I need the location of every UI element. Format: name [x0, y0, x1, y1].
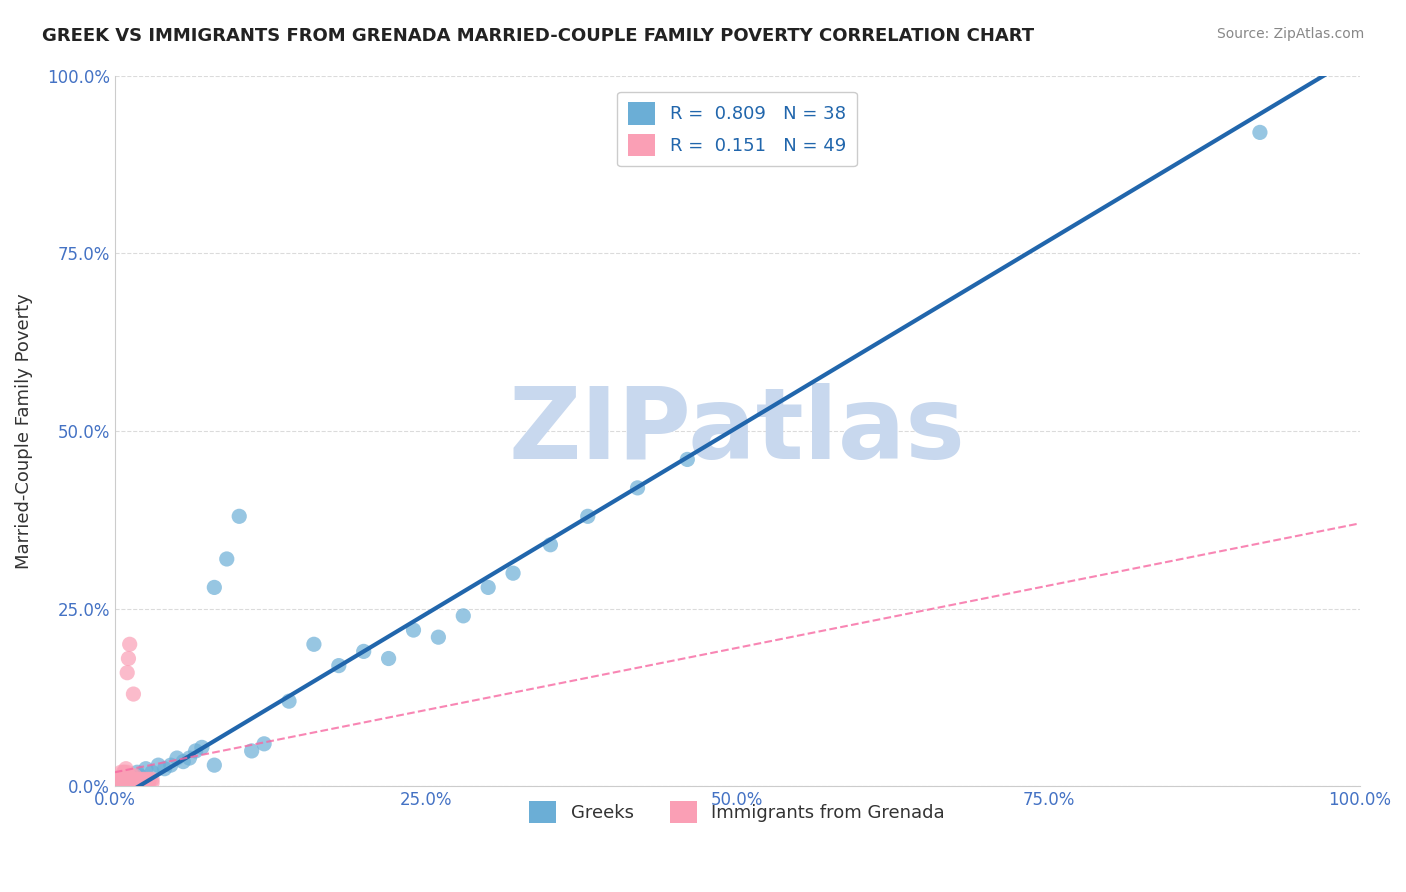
Immigrants from Grenada	[124, 769, 146, 783]
Greeks	[110, 776, 132, 790]
Immigrants from Grenada	[114, 776, 136, 790]
Greeks	[135, 762, 157, 776]
Greeks	[215, 552, 238, 566]
Greeks	[228, 509, 250, 524]
Immigrants from Grenada	[124, 776, 146, 790]
Immigrants from Grenada	[129, 776, 152, 790]
Immigrants from Grenada	[115, 769, 138, 783]
Immigrants from Grenada	[111, 769, 134, 783]
Greeks	[1249, 125, 1271, 139]
Immigrants from Grenada	[136, 772, 159, 787]
Legend: Greeks, Immigrants from Grenada: Greeks, Immigrants from Grenada	[519, 790, 956, 834]
Greeks	[202, 758, 225, 772]
Immigrants from Grenada	[138, 776, 160, 790]
Immigrants from Grenada	[135, 776, 157, 790]
Immigrants from Grenada	[131, 772, 153, 787]
Immigrants from Grenada	[112, 765, 135, 780]
Greeks	[538, 538, 561, 552]
Immigrants from Grenada	[127, 772, 149, 787]
Greeks	[402, 623, 425, 637]
Greeks	[166, 751, 188, 765]
Immigrants from Grenada	[120, 776, 142, 790]
Greeks	[118, 769, 141, 783]
Immigrants from Grenada	[134, 772, 156, 787]
Greeks	[153, 762, 176, 776]
Immigrants from Grenada	[115, 776, 138, 790]
Greeks	[114, 773, 136, 788]
Immigrants from Grenada	[121, 769, 143, 783]
Text: Source: ZipAtlas.com: Source: ZipAtlas.com	[1216, 27, 1364, 41]
Greeks	[159, 758, 181, 772]
Greeks	[302, 637, 325, 651]
Greeks	[148, 758, 170, 772]
Greeks	[453, 608, 475, 623]
Immigrants from Grenada	[125, 776, 148, 790]
Greeks	[202, 581, 225, 595]
Greeks	[240, 744, 263, 758]
Greeks	[179, 751, 201, 765]
Immigrants from Grenada	[121, 776, 143, 790]
Immigrants from Grenada	[114, 772, 136, 787]
Immigrants from Grenada	[115, 765, 138, 780]
Immigrants from Grenada	[118, 637, 141, 651]
Greeks	[191, 740, 214, 755]
Greeks	[184, 744, 207, 758]
Immigrants from Grenada	[122, 687, 145, 701]
Text: ZIPatlas: ZIPatlas	[509, 383, 966, 480]
Greeks	[141, 765, 163, 780]
Immigrants from Grenada	[111, 776, 134, 790]
Immigrants from Grenada	[117, 769, 139, 783]
Immigrants from Grenada	[141, 776, 163, 790]
Immigrants from Grenada	[114, 765, 136, 780]
Immigrants from Grenada	[110, 776, 132, 790]
Greeks	[328, 658, 350, 673]
Immigrants from Grenada	[128, 772, 150, 787]
Greeks	[172, 755, 194, 769]
Immigrants from Grenada	[118, 776, 141, 790]
Immigrants from Grenada	[128, 776, 150, 790]
Immigrants from Grenada	[110, 765, 132, 780]
Greeks	[477, 581, 499, 595]
Greeks	[253, 737, 276, 751]
Immigrants from Grenada	[110, 772, 132, 787]
Greeks	[502, 566, 524, 581]
Immigrants from Grenada	[112, 772, 135, 787]
Immigrants from Grenada	[122, 772, 145, 787]
Immigrants from Grenada	[118, 772, 141, 787]
Greeks	[676, 452, 699, 467]
Greeks	[576, 509, 599, 524]
Immigrants from Grenada	[120, 772, 142, 787]
Immigrants from Grenada	[122, 776, 145, 790]
Greeks	[626, 481, 648, 495]
Immigrants from Grenada	[138, 772, 160, 787]
Greeks	[353, 644, 375, 658]
Immigrants from Grenada	[112, 776, 135, 790]
Text: GREEK VS IMMIGRANTS FROM GRENADA MARRIED-COUPLE FAMILY POVERTY CORRELATION CHART: GREEK VS IMMIGRANTS FROM GRENADA MARRIED…	[42, 27, 1035, 45]
Greeks	[127, 765, 149, 780]
Greeks	[427, 630, 450, 644]
Immigrants from Grenada	[127, 776, 149, 790]
Immigrants from Grenada	[117, 651, 139, 665]
Immigrants from Grenada	[132, 776, 155, 790]
Immigrants from Grenada	[141, 772, 163, 787]
Y-axis label: Married-Couple Family Poverty: Married-Couple Family Poverty	[15, 293, 32, 569]
Immigrants from Grenada	[115, 769, 138, 783]
Immigrants from Grenada	[117, 776, 139, 790]
Greeks	[122, 772, 145, 787]
Immigrants from Grenada	[115, 776, 138, 790]
Greeks	[377, 651, 399, 665]
Immigrants from Grenada	[115, 665, 138, 680]
Immigrants from Grenada	[115, 772, 138, 787]
Greeks	[278, 694, 301, 708]
Immigrants from Grenada	[115, 762, 138, 776]
Greeks	[128, 769, 150, 783]
Greeks	[115, 772, 138, 787]
